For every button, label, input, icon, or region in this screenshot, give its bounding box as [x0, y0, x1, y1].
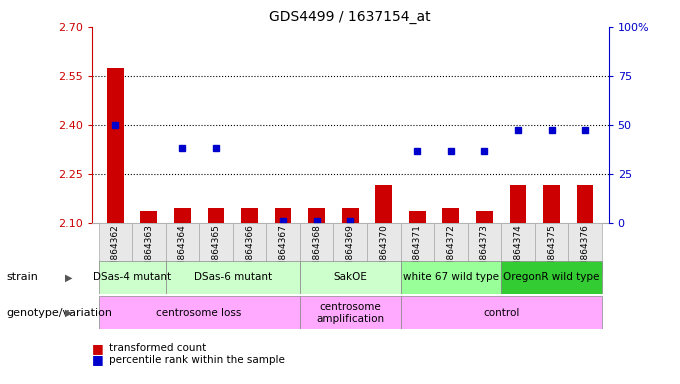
Bar — [308, 208, 325, 223]
Text: percentile rank within the sample: percentile rank within the sample — [109, 355, 285, 365]
Text: DSas-4 mutant: DSas-4 mutant — [93, 272, 171, 283]
Bar — [300, 223, 333, 275]
Text: genotype/variation: genotype/variation — [7, 308, 113, 318]
Bar — [476, 211, 493, 223]
Text: GSM864366: GSM864366 — [245, 224, 254, 279]
Text: GSM864374: GSM864374 — [513, 224, 522, 279]
Bar — [534, 223, 568, 275]
Text: DSas-6 mutant: DSas-6 mutant — [194, 272, 272, 283]
Text: ▶: ▶ — [65, 308, 72, 318]
Bar — [275, 208, 292, 223]
Bar — [99, 223, 132, 275]
Bar — [468, 223, 501, 275]
Text: ▶: ▶ — [65, 272, 72, 283]
Bar — [401, 223, 434, 275]
Text: GSM864362: GSM864362 — [111, 224, 120, 279]
Text: centrosome loss: centrosome loss — [156, 308, 242, 318]
Bar — [99, 296, 300, 329]
Text: strain: strain — [7, 272, 39, 283]
Bar — [509, 185, 526, 223]
Text: OregonR wild type: OregonR wild type — [503, 272, 600, 283]
Bar — [577, 185, 594, 223]
Bar — [443, 208, 459, 223]
Bar — [267, 223, 300, 275]
Bar — [199, 223, 233, 275]
Bar — [300, 296, 401, 329]
Text: GSM864373: GSM864373 — [480, 224, 489, 279]
Bar — [132, 223, 166, 275]
Text: GSM864371: GSM864371 — [413, 224, 422, 279]
Text: GSM864375: GSM864375 — [547, 224, 556, 279]
Text: GSM864367: GSM864367 — [279, 224, 288, 279]
Text: GSM864363: GSM864363 — [144, 224, 154, 279]
Text: GSM864364: GSM864364 — [178, 224, 187, 279]
Bar — [166, 261, 300, 294]
Bar — [342, 208, 358, 223]
Text: ■: ■ — [92, 342, 103, 355]
Bar — [401, 261, 501, 294]
Bar — [501, 261, 602, 294]
Bar — [99, 261, 166, 294]
Text: SakOE: SakOE — [333, 272, 367, 283]
Text: ■: ■ — [92, 353, 103, 366]
Text: GSM864368: GSM864368 — [312, 224, 321, 279]
Bar — [233, 223, 267, 275]
Text: control: control — [483, 308, 520, 318]
Bar — [543, 185, 560, 223]
Text: white 67 wild type: white 67 wild type — [403, 272, 499, 283]
Bar — [207, 208, 224, 223]
Bar — [568, 223, 602, 275]
Bar — [434, 223, 468, 275]
Bar — [333, 223, 367, 275]
Text: GSM864376: GSM864376 — [581, 224, 590, 279]
Bar — [241, 208, 258, 223]
Bar — [300, 261, 401, 294]
Bar — [141, 211, 157, 223]
Bar — [107, 68, 124, 223]
Title: GDS4499 / 1637154_at: GDS4499 / 1637154_at — [269, 10, 431, 25]
Bar — [501, 223, 534, 275]
Bar — [174, 208, 191, 223]
Text: GSM864369: GSM864369 — [345, 224, 355, 279]
Bar — [367, 223, 401, 275]
Text: GSM864370: GSM864370 — [379, 224, 388, 279]
Text: transformed count: transformed count — [109, 343, 206, 353]
Text: GSM864372: GSM864372 — [446, 224, 456, 279]
Bar — [401, 296, 602, 329]
Bar — [166, 223, 199, 275]
Bar — [375, 185, 392, 223]
Text: GSM864365: GSM864365 — [211, 224, 220, 279]
Text: centrosome
amplification: centrosome amplification — [316, 302, 384, 324]
Bar — [409, 211, 426, 223]
